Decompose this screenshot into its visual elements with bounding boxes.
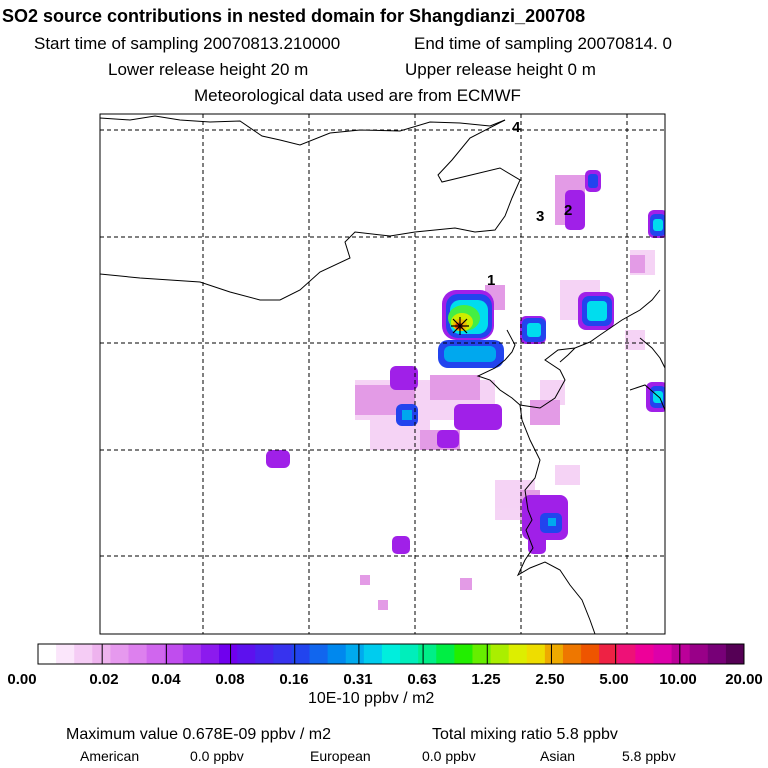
colorbar-swatch	[273, 644, 292, 664]
maximum-value-label: Maximum value 0.678E-09 ppbv / m2	[66, 726, 332, 743]
european-label: European	[310, 748, 371, 764]
point-label-1: 1	[487, 272, 495, 289]
colorbar-swatch	[182, 644, 202, 664]
colorbar-swatch	[562, 644, 582, 664]
point-label-2: 2	[564, 202, 572, 219]
colorbar-swatch	[635, 644, 654, 664]
colorbar-swatch	[436, 644, 455, 664]
colorbar-swatch	[490, 644, 510, 664]
colorbar-swatch	[255, 644, 274, 664]
colorbar-swatch	[400, 644, 419, 664]
colorbar-swatch	[472, 644, 492, 664]
colorbar-tick-7: 1.25	[471, 671, 500, 688]
point-label-3: 3	[536, 208, 544, 225]
colorbar-swatch	[146, 644, 166, 664]
colorbar-tick-3: 0.08	[215, 671, 244, 688]
colorbar-swatch	[56, 644, 75, 664]
colorbar-tick-4: 0.16	[279, 671, 308, 688]
colorbar-swatch	[92, 644, 111, 664]
colorbar-tick-1: 0.02	[89, 671, 118, 688]
colorbar-swatch	[671, 644, 691, 664]
map-frame	[99, 113, 666, 635]
receptor-marker	[451, 317, 469, 335]
colorbar-swatch	[345, 644, 365, 664]
colorbar-swatch	[237, 644, 256, 664]
european-value: 0.0 ppbv	[422, 748, 476, 764]
colorbar-swatch	[128, 644, 148, 664]
colorbar-swatch	[599, 644, 618, 664]
colorbar-swatch	[200, 644, 220, 664]
colorbar-tick-5: 0.31	[343, 671, 372, 688]
coastlines	[100, 115, 665, 634]
colorbar-swatch	[725, 644, 745, 664]
chart-title: SO2 source contributions in nested domai…	[2, 6, 586, 26]
colorbar-swatch	[74, 644, 93, 664]
colorbar-swatch	[38, 644, 57, 664]
contour-field	[266, 170, 665, 610]
colorbar-swatch	[653, 644, 673, 664]
colorbar-swatch	[526, 644, 546, 664]
colorbar-tick-0: 0.00	[7, 671, 36, 688]
colorbar-swatch	[707, 644, 727, 664]
total-mixing-ratio-label: Total mixing ratio 5.8 ppbv	[432, 726, 618, 743]
colorbar-swatch	[544, 644, 564, 664]
start-time-label: Start time of sampling 20070813.210000	[34, 34, 341, 53]
lower-release-height-label: Lower release height 20 m	[108, 60, 309, 79]
point-label-4: 4	[512, 119, 521, 136]
end-time-label: End time of sampling 20070814. 0	[414, 34, 673, 53]
american-value: 0.0 ppbv	[190, 748, 244, 764]
colorbar-swatch	[164, 644, 184, 664]
colorbar-swatch	[617, 644, 636, 664]
colorbar-swatch	[689, 644, 709, 664]
colorbar-swatch	[327, 644, 347, 664]
colorbar-tick-6: 0.63	[407, 671, 436, 688]
colorbar-frame	[37, 643, 745, 665]
colorbar-swatch	[508, 644, 528, 664]
colorbar-swatch	[219, 644, 238, 664]
colorbar-swatch	[363, 644, 383, 664]
colorbar-unit: 10E-10 ppbv / m2	[308, 690, 435, 707]
meteorological-data-label: Meteorological data used are from ECMWF	[194, 86, 521, 105]
colorbar	[37, 643, 745, 665]
american-label: American	[80, 748, 140, 764]
asian-value: 5.8 ppbv	[622, 748, 676, 764]
colorbar-swatch	[110, 644, 130, 664]
gridlines	[100, 114, 665, 634]
asian-label: Asian	[540, 748, 576, 764]
colorbar-swatch	[309, 644, 329, 664]
colorbar-swatch	[454, 644, 473, 664]
colorbar-tick-10: 10.00	[659, 671, 697, 688]
upper-release-height-label: Upper release height 0 m	[405, 60, 596, 79]
colorbar-tick-8: 2.50	[535, 671, 564, 688]
colorbar-swatch	[418, 644, 437, 664]
colorbar-swatch	[581, 644, 600, 664]
colorbar-tick-2: 0.04	[151, 671, 181, 688]
colorbar-tick-11: 20.00	[725, 671, 763, 688]
colorbar-swatch	[381, 644, 401, 664]
colorbar-tick-9: 5.00	[599, 671, 628, 688]
colorbar-swatch	[291, 644, 311, 664]
